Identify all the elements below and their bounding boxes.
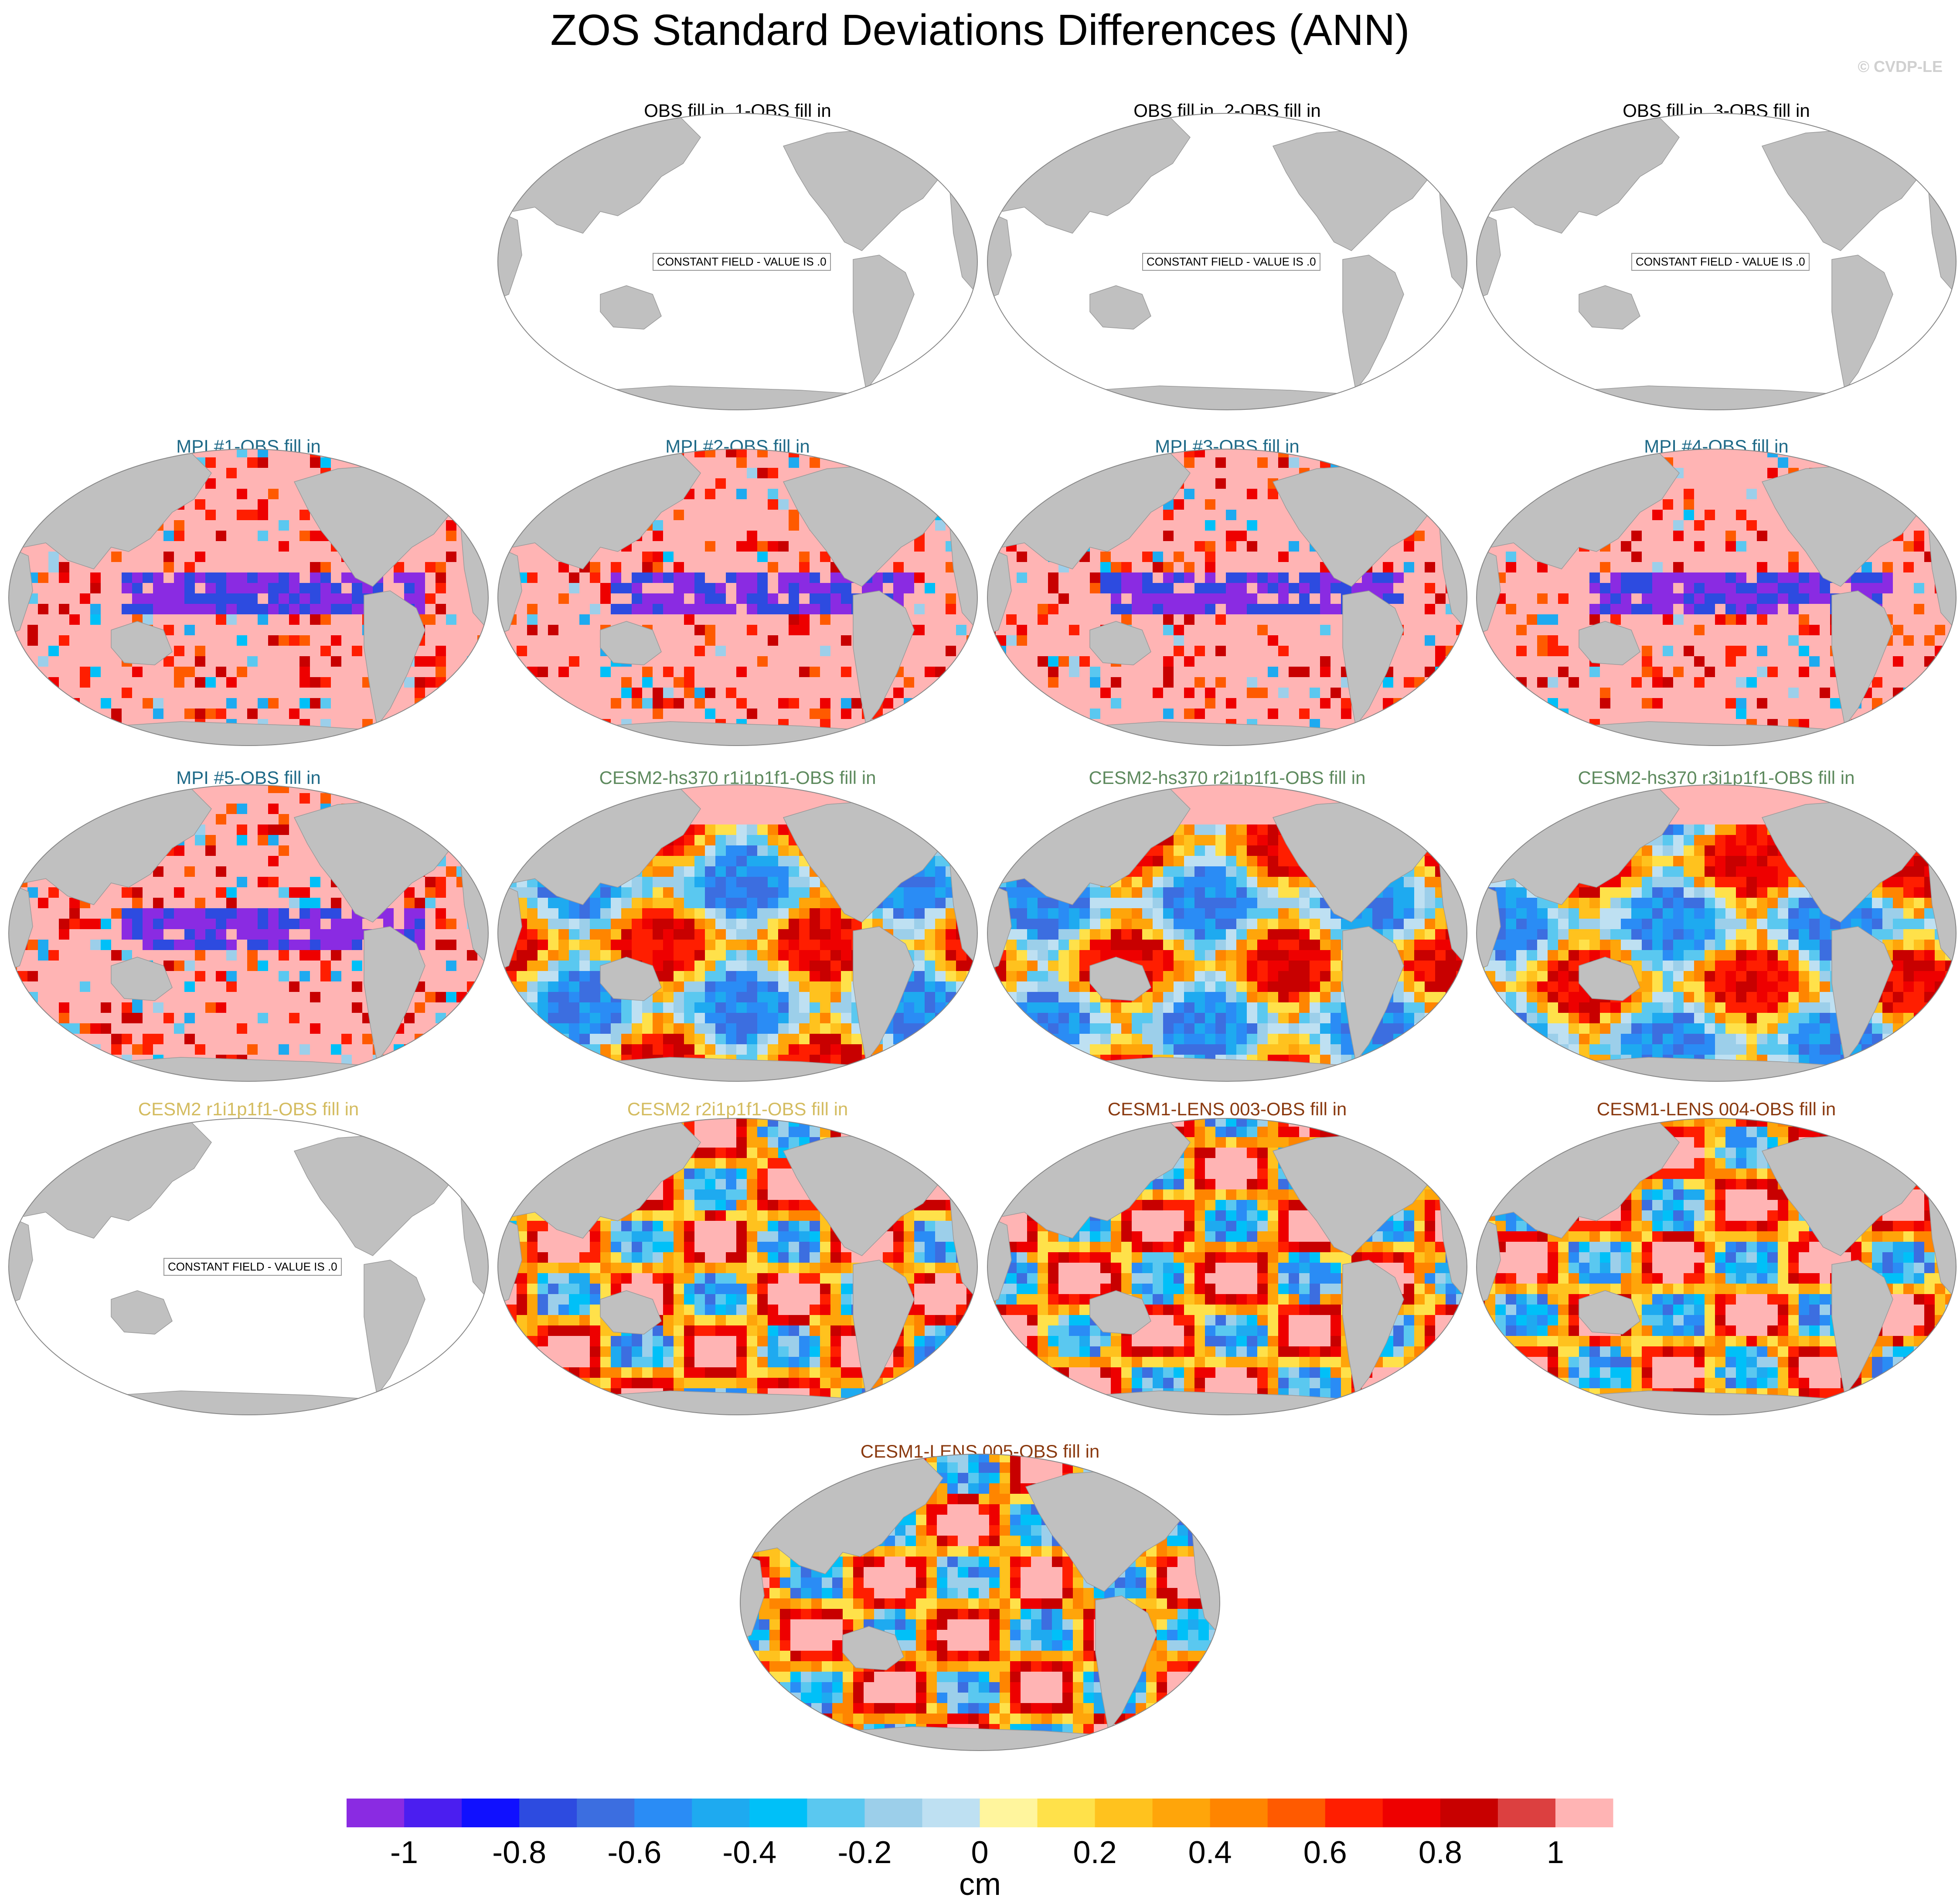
colorbar-swatch [404, 1799, 462, 1827]
constant-field-label: CONSTANT FIELD - VALUE IS .0 [1631, 253, 1810, 271]
colorbar-tick-label: -0.8 [492, 1835, 546, 1870]
colorbar-swatch [922, 1799, 980, 1827]
panel-title: CESM2 r1i1p1f1-OBS fill in [138, 1099, 359, 1119]
colorbar-tick-label: -0.4 [722, 1835, 776, 1870]
colorbar-tick-label: 1 [1547, 1835, 1564, 1870]
colorbar-swatch [1440, 1799, 1498, 1827]
map-panel-9 [497, 784, 978, 1082]
colorbar-swatch [1325, 1799, 1383, 1827]
colorbar-swatch [864, 1799, 922, 1827]
page-title: ZOS Standard Deviations Differences (ANN… [550, 6, 1410, 55]
colorbar-tick-label: 0.4 [1188, 1835, 1232, 1870]
map-panel-10 [987, 784, 1467, 1082]
map-panel-14 [987, 1118, 1467, 1415]
colorbar-swatch [1152, 1799, 1211, 1827]
panel-title: CESM1-LENS 003-OBS fill in [1107, 1099, 1347, 1119]
colorbar-tick-label: 0 [971, 1835, 988, 1870]
colorbar-swatch [1037, 1799, 1096, 1827]
colorbar-swatch [462, 1799, 520, 1827]
colorbar-swatch [347, 1799, 405, 1827]
colorbar-swatch [1555, 1799, 1613, 1827]
map-panel-11 [1476, 784, 1957, 1082]
panel-title: CESM2 r2i1p1f1-OBS fill in [627, 1099, 848, 1119]
map-panel-5 [497, 449, 978, 746]
colorbar-swatch [749, 1799, 807, 1827]
colorbar-swatch [692, 1799, 750, 1827]
map-panel-1 [497, 113, 978, 410]
panel-title: CESM1-LENS 004-OBS fill in [1596, 1099, 1836, 1119]
constant-field-label: CONSTANT FIELD - VALUE IS .0 [1142, 253, 1320, 271]
map-panel-6 [987, 449, 1467, 746]
map-panel-15 [1476, 1118, 1957, 1415]
map-panel-16 [740, 1454, 1220, 1751]
colorbar-tick-label: 0.6 [1303, 1835, 1347, 1870]
map-panel-13 [497, 1118, 978, 1415]
colorbar-swatch [1210, 1799, 1268, 1827]
colorbar-swatch [519, 1799, 577, 1827]
constant-field-label: CONSTANT FIELD - VALUE IS .0 [653, 253, 831, 271]
colorbar-swatch [1267, 1799, 1326, 1827]
colorbar-swatch [577, 1799, 635, 1827]
map-panel-7 [1476, 449, 1957, 746]
colorbar-tick-label: 0.8 [1419, 1835, 1462, 1870]
colorbar-tick-label: -1 [390, 1835, 418, 1870]
colorbar-swatch [1095, 1799, 1153, 1827]
colorbar-units: cm [959, 1867, 1001, 1901]
colorbar-swatch [980, 1799, 1038, 1827]
map-panel-8 [8, 784, 489, 1082]
colorbar-swatch [1497, 1799, 1556, 1827]
colorbar-tick-label: -0.2 [837, 1835, 892, 1870]
colorbar-swatch [1382, 1799, 1441, 1827]
map-panel-4 [8, 449, 489, 746]
watermark: © CVDP-LE [1858, 58, 1943, 75]
colorbar-swatch [634, 1799, 692, 1827]
colorbar-tick-label: 0.2 [1073, 1835, 1117, 1870]
colorbar-swatch [807, 1799, 865, 1827]
colorbar-tick-label: -0.6 [607, 1835, 661, 1870]
constant-field-label: CONSTANT FIELD - VALUE IS .0 [163, 1258, 342, 1276]
